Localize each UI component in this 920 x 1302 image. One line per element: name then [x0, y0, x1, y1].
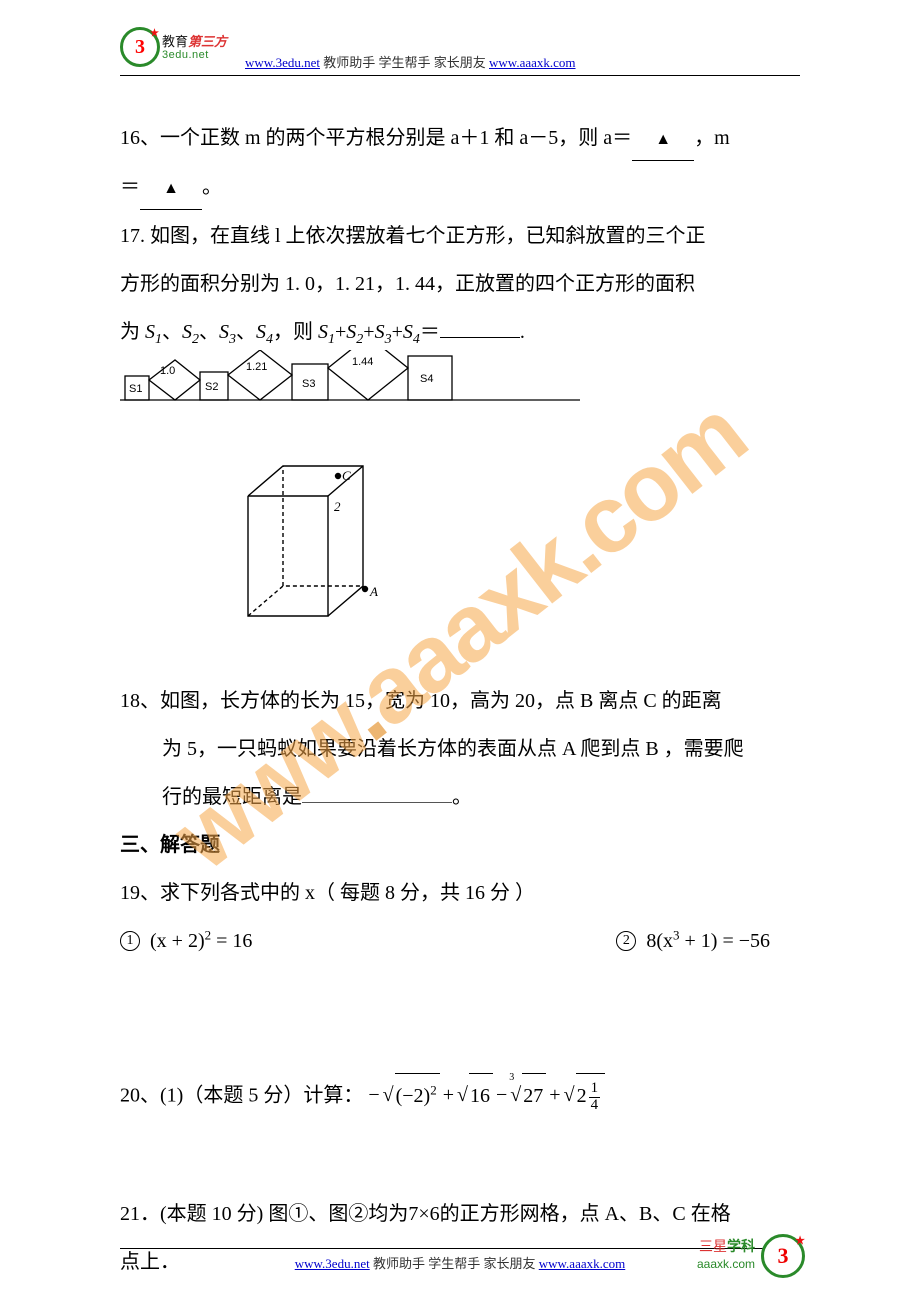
header-links: www.3edu.net 教师助手 学生帮手 家长朋友 www.aaaxk.co…	[245, 52, 576, 73]
blank-a	[632, 116, 694, 161]
figure-q17-squares: S1 1.0 S2 1.21 S3 1.44 S4	[120, 350, 800, 495]
q21-line1: 21．(本题 10 分) 图①、图②均为7×6的正方形网格，点 A、B、C 在格	[120, 1192, 800, 1236]
circled-1: 1	[120, 931, 140, 951]
circled-2: 2	[616, 931, 636, 951]
footer-link-3edu[interactable]: www.3edu.net	[295, 1256, 370, 1271]
svg-text:2: 2	[334, 499, 341, 514]
q19-eq1: 1 (x + 2)2 = 16	[120, 919, 252, 963]
blank-m	[140, 165, 202, 210]
logo-top: 3 教育第三方 3edu.net	[120, 25, 235, 73]
footer-brand: 三星学科	[697, 1240, 755, 1257]
q19-eq2: 2 8(x3 + 1) = −56	[616, 919, 770, 963]
svg-text:S2: S2	[205, 381, 218, 393]
footer-link-aaaxk[interactable]: www.aaaxk.com	[539, 1256, 626, 1271]
svg-text:C: C	[342, 468, 351, 483]
svg-text:S4: S4	[420, 373, 433, 385]
svg-text:1.44: 1.44	[352, 356, 373, 368]
q18-line1: 18、如图，长方体的长为 15，宽为 10，高为 20，点 B 离点 C 的距离	[120, 679, 800, 723]
svg-text:1.21: 1.21	[246, 361, 267, 373]
footer-domain: aaaxk.com	[697, 1257, 755, 1271]
footer-logo-mark: 3	[761, 1234, 805, 1278]
svg-text:S3: S3	[302, 378, 315, 390]
footer-mid-text: 教师助手 学生帮手 家长朋友	[370, 1256, 539, 1271]
svg-text:S1: S1	[129, 383, 142, 395]
q16-line1: 16、一个正数 m 的两个平方根分别是 a＋1 和 a－5，则 a＝，m	[120, 116, 800, 161]
q20-expression: − (−2)2 + 16 − 327 + 214	[368, 1073, 605, 1118]
logo-mark: 3	[120, 27, 160, 67]
section-3-heading: 三、解答题	[120, 823, 800, 867]
svg-text:A: A	[369, 584, 378, 599]
document-body: 16、一个正数 m 的两个平方根分别是 a＋1 和 a－5，则 a＝，m ＝。 …	[120, 116, 800, 1284]
header-link-aaaxk[interactable]: www.aaaxk.com	[489, 55, 576, 70]
q20: 20、(1)（本题 5 分）计算： − (−2)2 + 16 − 327 + 2…	[120, 1073, 800, 1118]
q18-line2: 为 5，一只蚂蚁如果要沿着长方体的表面从点 A 爬到点 B ，需要爬	[120, 727, 800, 771]
q19-head: 19、求下列各式中的 x（ 每题 8 分，共 16 分 ）	[120, 871, 800, 915]
svg-text:1.0: 1.0	[160, 365, 175, 377]
blank-distance	[302, 783, 452, 803]
page-header: 3 教育第三方 3edu.net www.3edu.net 教师助手 学生帮手 …	[120, 25, 800, 76]
page-footer: www.3edu.net 教师助手 学生帮手 家长朋友 www.aaaxk.co…	[0, 1248, 920, 1272]
logo-brand-cn: 教育第三方	[162, 31, 227, 50]
header-link-3edu[interactable]: www.3edu.net	[245, 55, 320, 70]
q19-equations: 1 (x + 2)2 = 16 2 8(x3 + 1) = −56	[120, 919, 800, 963]
blank-sum	[440, 316, 520, 338]
logo-domain: 3edu.net	[162, 49, 209, 61]
q18-line3: 行的最短距离是。	[120, 775, 800, 819]
figure-q18-cuboid: C A 2	[238, 456, 383, 636]
header-mid-text: 教师助手 学生帮手 家长朋友	[320, 55, 489, 70]
q17-line2: 方形的面积分别为 1. 0，1. 21，1. 44，正放置的四个正方形的面积	[120, 262, 800, 306]
q17-line1: 17. 如图，在直线 l 上依次摆放着七个正方形，已知斜放置的三个正	[120, 214, 800, 258]
q16-line2: ＝。	[120, 165, 800, 210]
logo-bottom: 三星学科 aaaxk.com 3	[697, 1234, 805, 1278]
